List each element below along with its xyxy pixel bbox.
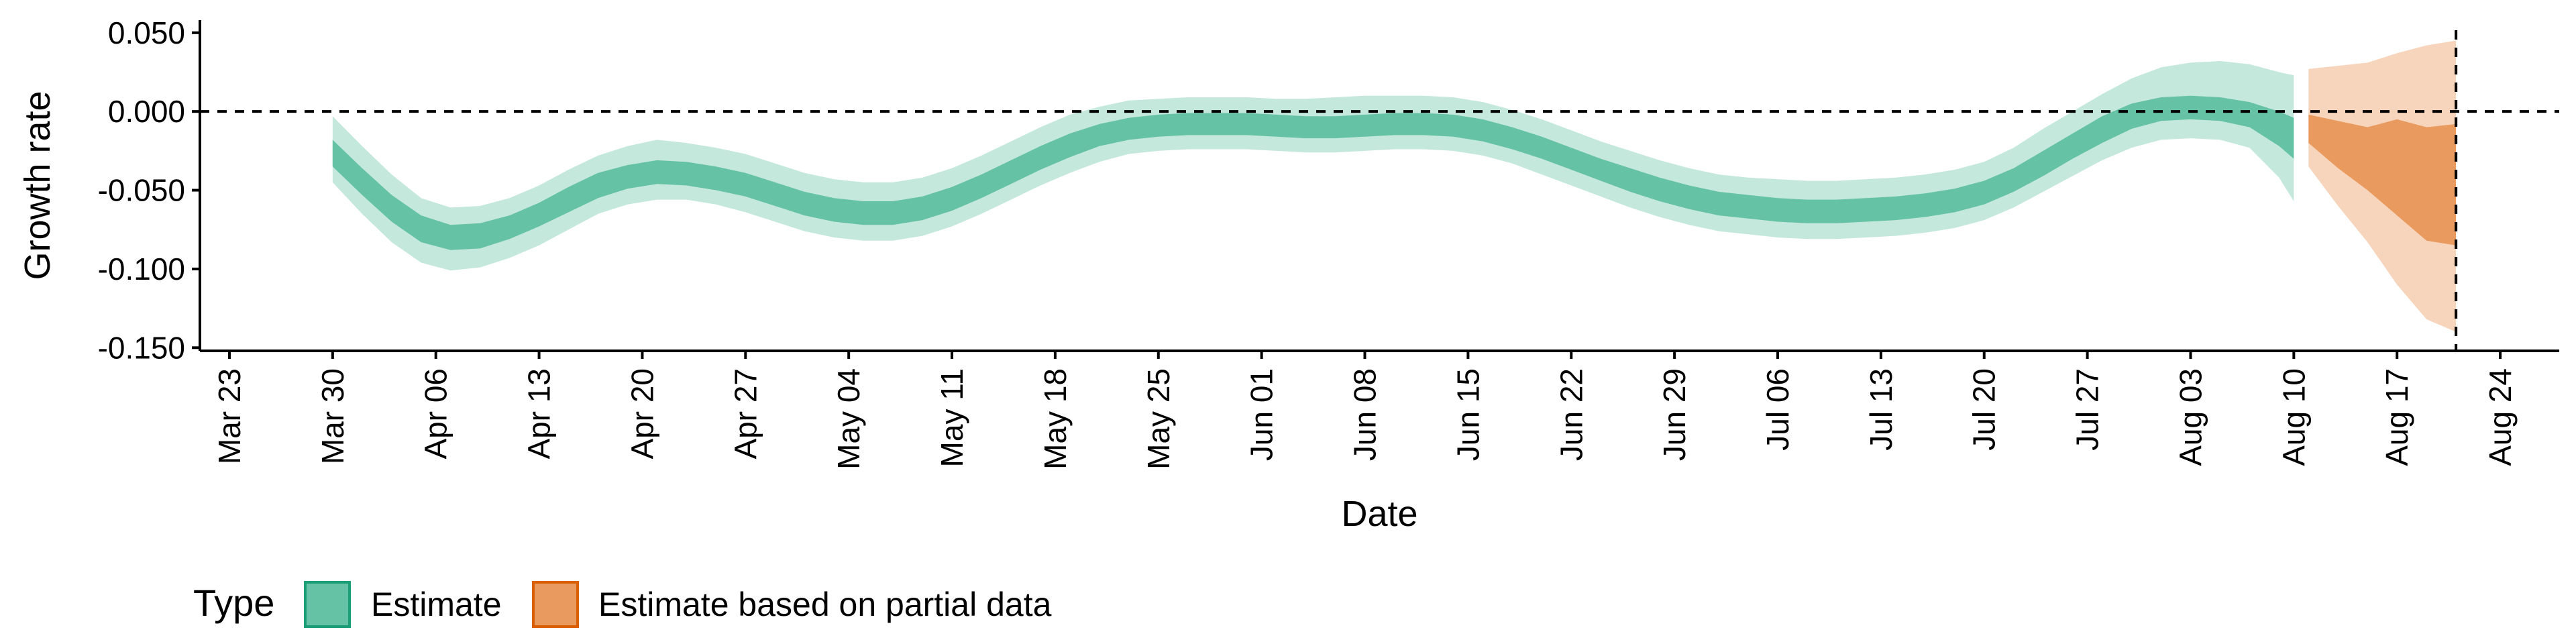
x-tick-label: Apr 20 xyxy=(625,368,659,460)
x-tick-label: May 04 xyxy=(831,368,866,470)
x-tick-label: Mar 23 xyxy=(212,368,247,464)
x-tick-label: Jul 13 xyxy=(1864,368,1898,451)
x-tick-label: Mar 30 xyxy=(315,368,350,464)
x-tick-label: Apr 27 xyxy=(728,368,763,460)
axes: 0.050 0.000 -0.050 -0.100 -0.150 Mar 23 Mar 30… xyxy=(98,15,2559,470)
x-tick-label: Jun 29 xyxy=(1657,368,1692,461)
legend: Type Estimate Estimate based on partial d… xyxy=(193,581,1052,628)
x-axis-title: Date xyxy=(1341,494,1417,534)
x-tick-label: Apr 13 xyxy=(522,368,557,460)
x-tick-label: May 25 xyxy=(1141,368,1176,470)
y-tick-label: 0.000 xyxy=(108,94,185,129)
y-tick-label: -0.100 xyxy=(98,252,185,286)
x-tick-label: Apr 06 xyxy=(419,368,453,460)
estimate-band-50 xyxy=(332,95,2294,250)
axis-labels: Growth rate Date xyxy=(17,91,1418,534)
x-tick-label: Jun 01 xyxy=(1244,368,1279,461)
legend-label-estimate: Estimate xyxy=(371,586,502,623)
x-tick-label: Jul 06 xyxy=(1760,368,1795,451)
reference-lines xyxy=(200,30,2559,351)
y-tick-label: -0.150 xyxy=(98,330,185,365)
legend-label-estimate-based-on-partial-data: Estimate based on partial data xyxy=(598,586,1052,623)
x-tick-label: May 18 xyxy=(1038,368,1073,470)
legend-title: Type xyxy=(193,582,274,624)
x-tick-label: Aug 24 xyxy=(2483,368,2518,466)
x-tick-label: May 11 xyxy=(934,368,969,467)
y-tick-label: -0.050 xyxy=(98,173,185,208)
x-tick-label: Jun 22 xyxy=(1554,368,1589,461)
y-axis-title: Growth rate xyxy=(17,91,58,280)
x-tick-label: Jun 08 xyxy=(1348,368,1383,461)
y-tick-label: 0.050 xyxy=(108,15,185,50)
bands-layer xyxy=(332,40,2457,332)
x-tick-label: Jul 20 xyxy=(1967,368,2002,451)
legend-key-estimate xyxy=(304,581,351,628)
legend-key-estimate-based-on-partial-data xyxy=(532,581,579,628)
estimate-based-on-partial-data-band-50 xyxy=(2308,114,2457,246)
x-tick-label: Aug 10 xyxy=(2276,368,2311,466)
x-tick-label: Jun 15 xyxy=(1450,368,1485,461)
x-tick-label: Aug 17 xyxy=(2379,368,2414,466)
x-tick-label: Jul 27 xyxy=(2070,368,2105,451)
x-tick-label: Aug 03 xyxy=(2174,368,2208,466)
